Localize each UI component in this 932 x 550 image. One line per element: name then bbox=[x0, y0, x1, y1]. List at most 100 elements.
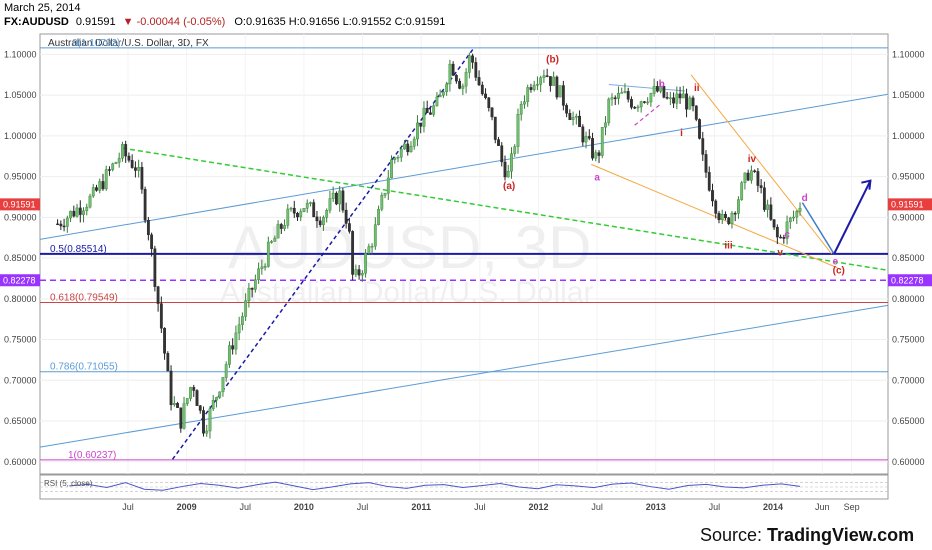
y-tick-label: 1.10000 bbox=[4, 49, 37, 59]
candle-body bbox=[425, 107, 429, 113]
candle-body bbox=[568, 113, 572, 120]
candle-body bbox=[707, 172, 711, 191]
source-credit: Source: TradingView.com bbox=[700, 525, 914, 545]
candle-body bbox=[192, 387, 196, 391]
candle-body bbox=[558, 85, 562, 98]
candle-body bbox=[422, 107, 426, 127]
candle-body bbox=[364, 253, 367, 274]
x-tick-label: Sep bbox=[844, 502, 860, 512]
header-date: March 25, 2014 bbox=[4, 2, 80, 14]
candle-body bbox=[202, 410, 205, 434]
channel-upper-line bbox=[39, 93, 889, 240]
candle-body bbox=[681, 93, 685, 99]
x-tick-label: 2014 bbox=[763, 502, 783, 512]
candle-body bbox=[513, 146, 517, 154]
candle-body bbox=[626, 91, 630, 100]
candle-body bbox=[623, 91, 627, 93]
candle-body bbox=[688, 97, 692, 110]
price-tags: 0.91591 0.91591 0.82278 0.82278 bbox=[0, 198, 932, 287]
x-tick-label: Jun bbox=[815, 502, 830, 512]
candle-body bbox=[393, 157, 397, 160]
candle-body bbox=[788, 217, 792, 223]
candle-body bbox=[536, 84, 539, 86]
candle-body bbox=[318, 220, 322, 226]
candle-body bbox=[150, 234, 154, 249]
candle-body bbox=[762, 187, 766, 210]
candle-body bbox=[756, 171, 760, 186]
y-tick-label: 0.90000 bbox=[4, 212, 37, 222]
candle-body bbox=[386, 177, 390, 194]
y-tick-label: 1.05000 bbox=[892, 90, 925, 100]
candle-body bbox=[620, 92, 624, 94]
candle-body bbox=[231, 345, 235, 350]
candle-body bbox=[571, 117, 575, 120]
candle-body bbox=[85, 206, 89, 212]
candle-body bbox=[730, 212, 734, 224]
candle-body bbox=[250, 287, 254, 290]
candle-body bbox=[636, 106, 640, 109]
fib-label: 0(1.10792) bbox=[72, 38, 120, 49]
y-tick-label: 0.70000 bbox=[4, 375, 37, 385]
candle-body bbox=[289, 207, 293, 210]
candle-body bbox=[600, 127, 604, 156]
candle-body bbox=[335, 192, 338, 205]
rsi-line bbox=[69, 481, 801, 491]
candle-body bbox=[675, 93, 679, 104]
rsi-panel bbox=[40, 481, 888, 492]
candle-body bbox=[743, 172, 747, 184]
candle-body bbox=[435, 96, 439, 106]
y-tick-label: 1.10000 bbox=[892, 49, 925, 59]
candle-body bbox=[127, 155, 131, 161]
candle-body bbox=[704, 154, 708, 173]
candle-body bbox=[286, 208, 290, 226]
candle-body bbox=[497, 139, 500, 146]
candle-body bbox=[493, 116, 497, 140]
candle-body bbox=[215, 397, 218, 401]
candle-body bbox=[257, 268, 261, 281]
candle-body bbox=[390, 159, 393, 179]
projection-arrowhead bbox=[861, 179, 872, 190]
candle-body bbox=[62, 225, 66, 228]
candle-body bbox=[325, 210, 329, 218]
candle-body bbox=[471, 55, 474, 63]
wave-label: v bbox=[777, 248, 783, 259]
candle-body bbox=[370, 245, 374, 248]
candle-body bbox=[244, 300, 248, 317]
candle-body bbox=[354, 269, 358, 275]
wave-label: e bbox=[832, 257, 838, 268]
watermark-ticker: AUDUSD, 3D bbox=[228, 214, 591, 281]
orange-lower-line bbox=[591, 163, 838, 269]
candle-body bbox=[75, 207, 79, 217]
candle-body bbox=[185, 398, 189, 404]
orange-upper-line bbox=[690, 74, 833, 255]
candle-body bbox=[737, 199, 740, 214]
candle-body bbox=[276, 224, 280, 239]
candle-body bbox=[182, 403, 186, 429]
fib-label: 0.786(0.71055) bbox=[50, 362, 118, 373]
candle-body bbox=[750, 170, 753, 181]
candle-body bbox=[111, 163, 115, 170]
candle-body bbox=[597, 152, 601, 156]
candle-body bbox=[565, 105, 569, 114]
green-trend-line bbox=[121, 147, 889, 272]
candle-body bbox=[720, 213, 724, 220]
candle-body bbox=[655, 86, 659, 92]
candle-body bbox=[633, 107, 637, 109]
candle-body bbox=[506, 170, 510, 178]
candle-body bbox=[792, 216, 795, 219]
candle-body bbox=[108, 169, 111, 171]
candle-body bbox=[351, 231, 355, 275]
candle-body bbox=[69, 210, 72, 219]
candle-body bbox=[312, 202, 316, 218]
x-tick-label: 2013 bbox=[646, 502, 666, 512]
candle-body bbox=[95, 187, 98, 191]
candle-body bbox=[283, 225, 286, 229]
y-tick-label: 1.00000 bbox=[892, 131, 925, 141]
watermark-name: Australian Dollar/U.S. Dollar bbox=[220, 276, 593, 309]
candle-body bbox=[659, 86, 663, 92]
level-tag-right: 0.82278 bbox=[891, 275, 924, 285]
y-tick-label: 0.85000 bbox=[892, 253, 925, 263]
header-change: ▼ -0.00044 (-0.05%) bbox=[123, 16, 226, 28]
candle-body bbox=[331, 192, 335, 199]
candle-body bbox=[503, 161, 507, 178]
